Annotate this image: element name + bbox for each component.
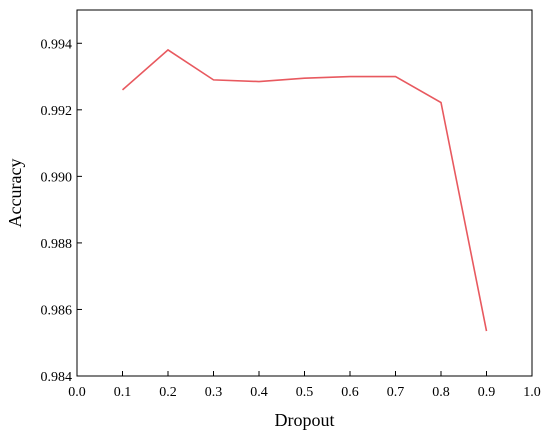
y-axis-title: Accuracy xyxy=(5,159,25,228)
x-tick-label: 0.2 xyxy=(159,385,177,400)
y-axis-ticks: 0.984 0.986 0.988 0.990 0.992 0.994 xyxy=(41,37,82,385)
x-tick-label: 0.3 xyxy=(205,385,223,400)
x-tick-label: 0.0 xyxy=(68,385,86,400)
x-tick-label: 0.4 xyxy=(250,385,268,400)
x-tick-label: 0.6 xyxy=(341,385,359,400)
x-tick-label: 0.8 xyxy=(432,385,450,400)
x-tick-label: 0.1 xyxy=(114,385,132,400)
y-tick-label: 0.990 xyxy=(41,170,73,185)
plot-frame xyxy=(76,9,533,377)
x-axis-ticks: 0.0 0.1 0.2 0.3 0.4 0.5 0.6 0.7 0.8 0.9 1.0 xyxy=(68,371,541,400)
y-tick-label: 0.986 xyxy=(41,303,73,318)
y-tick-label: 0.988 xyxy=(41,237,73,252)
x-tick-label: 0.7 xyxy=(387,385,405,400)
x-axis-title: Dropout xyxy=(275,410,335,430)
x-tick-label: 0.9 xyxy=(478,385,496,400)
accuracy-series-line xyxy=(121,48,488,332)
y-tick-label: 0.994 xyxy=(41,37,73,52)
y-tick-label: 0.984 xyxy=(41,370,73,385)
x-tick-label: 0.5 xyxy=(296,385,314,400)
y-tick-label: 0.992 xyxy=(41,104,73,119)
x-tick-label: 1.0 xyxy=(523,385,541,400)
series-layer xyxy=(121,48,488,332)
